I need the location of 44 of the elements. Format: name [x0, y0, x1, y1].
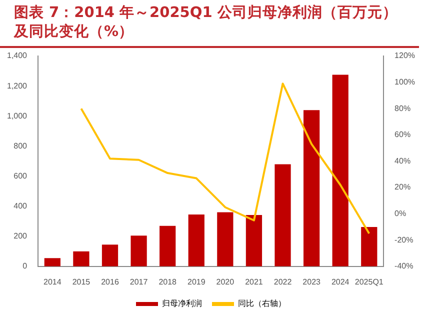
x-tick-label: 2021	[245, 277, 264, 286]
y2-tick-label: 60%	[394, 130, 411, 140]
x-tick-label: 2022	[274, 277, 292, 286]
bar	[44, 258, 60, 266]
y-tick-label: 1,000	[6, 111, 28, 120]
y-tick-label: 400	[14, 201, 28, 210]
y2-tick-label: -40%	[394, 262, 414, 271]
bar	[361, 227, 378, 266]
x-tick-label: 2015	[72, 277, 91, 286]
legend-label: 同比（右轴）	[238, 299, 286, 308]
bar	[102, 244, 118, 266]
y2-tick-label: 20%	[394, 182, 411, 192]
x-tick-label: 2019	[187, 277, 206, 286]
bar	[332, 74, 348, 266]
x-tick-label: 2017	[130, 277, 148, 286]
y2-tick-label: 40%	[394, 156, 411, 166]
x-tick-label: 2018	[158, 277, 178, 286]
x-tick-label: 2020	[216, 277, 235, 286]
bar	[160, 226, 176, 266]
bar	[217, 212, 234, 266]
x-tick-label: 2025Q1	[354, 277, 384, 286]
y2-tick-label: 120%	[394, 51, 416, 60]
y-tick-label: 1,200	[6, 81, 28, 90]
bar	[73, 251, 90, 266]
y-tick-label: 1,400	[6, 51, 28, 60]
y2-tick-label: 0%	[394, 209, 406, 218]
y2-tick-label: 80%	[394, 104, 411, 113]
bar	[303, 110, 320, 266]
x-tick-label: 2024	[331, 277, 350, 286]
bar	[130, 236, 147, 266]
bar	[188, 214, 204, 266]
x-tick-label: 2023	[302, 277, 322, 286]
y2-tick-label: -20%	[394, 235, 414, 244]
x-tick-label: 2016	[101, 277, 120, 286]
x-tick-label: 2014	[44, 277, 62, 286]
y-tick-label: 600	[14, 171, 28, 180]
y-tick-label: 800	[14, 141, 28, 150]
chart-title: 图表 7：2014 年～2025Q1 公司归母净利润（百万元）及同比变化（%）	[0, 0, 419, 48]
y2-tick-label: 100%	[394, 78, 416, 87]
bar	[274, 164, 291, 266]
bar	[246, 215, 262, 266]
y-tick-label: 0	[22, 262, 28, 271]
legend-label: 归母净利润	[162, 299, 202, 308]
y-tick-label: 200	[14, 232, 28, 241]
